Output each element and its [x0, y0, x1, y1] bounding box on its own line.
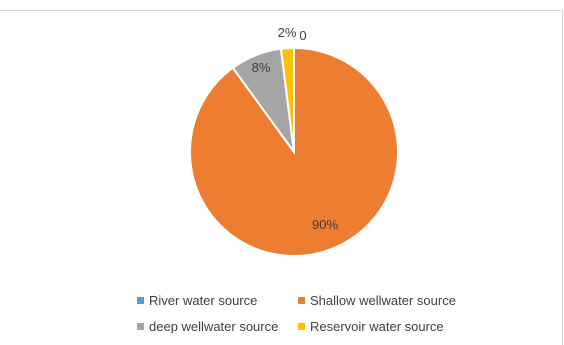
data-label-shallow: 90%	[312, 217, 338, 232]
chart-legend: River water source Shallow wellwater sour…	[137, 293, 456, 334]
legend-label-shallow: Shallow wellwater source	[310, 293, 456, 308]
legend-swatch-river	[137, 297, 144, 304]
legend-swatch-reservoir	[298, 323, 305, 330]
legend-label-deep: deep wellwater source	[149, 319, 278, 334]
legend-label-river: River water source	[149, 293, 257, 308]
data-label-deep: 8%	[252, 60, 271, 75]
pie-slice-reservoir	[279, 46, 295, 153]
chart-frame	[0, 10, 563, 345]
data-label-river: 0	[299, 28, 306, 43]
pie-slices	[189, 46, 399, 257]
legend-label-reservoir: Reservoir water source	[310, 319, 444, 334]
legend-swatch-shallow	[298, 297, 305, 304]
data-label-reservoir: 2%	[278, 25, 297, 40]
legend-swatch-deep	[137, 323, 144, 330]
pie-data-labels: 0 90% 8% 2%	[252, 25, 339, 232]
